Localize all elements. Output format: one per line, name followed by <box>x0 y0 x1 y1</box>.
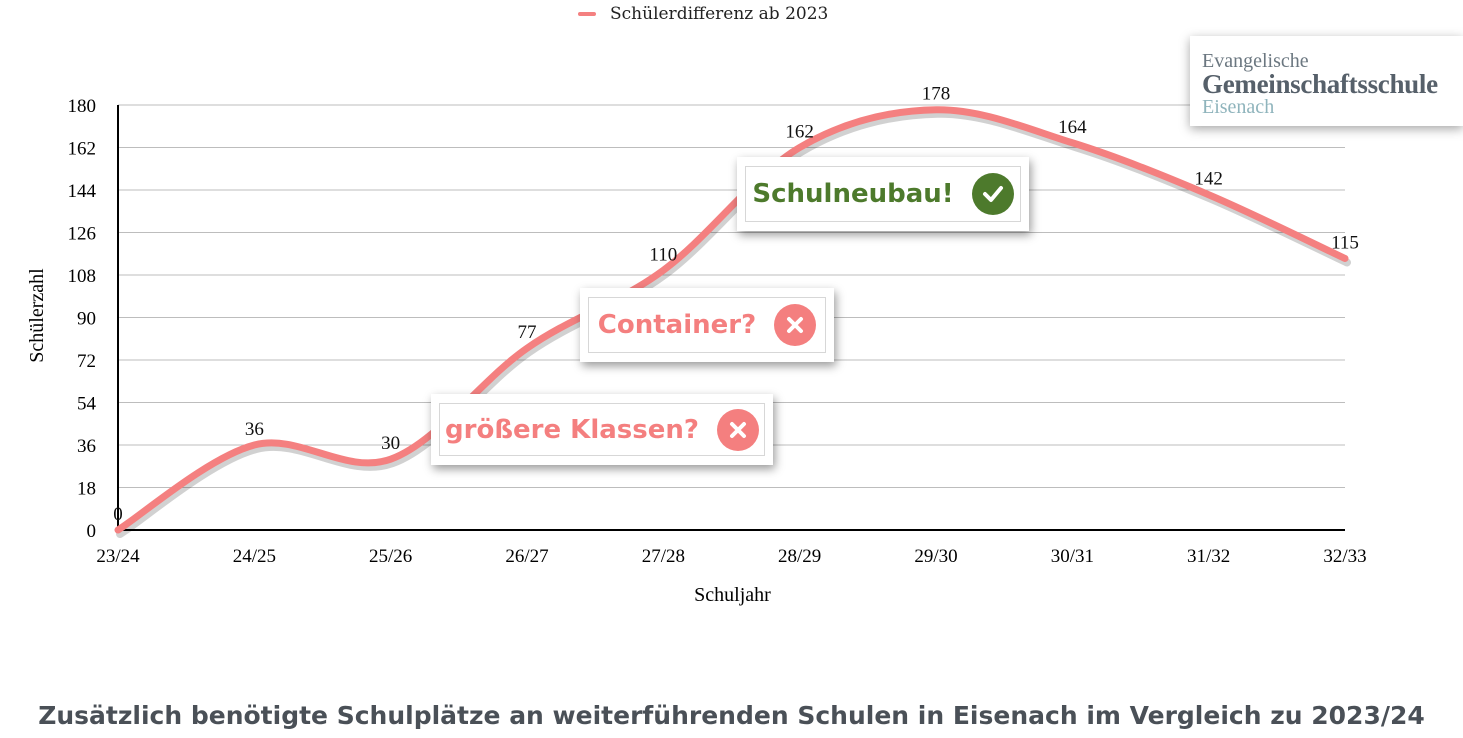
logo-line-2: Gemeinschaftsschule <box>1202 69 1438 99</box>
y-tick-label: 0 <box>87 521 97 542</box>
y-tick-label: 72 <box>77 351 96 372</box>
x-tick-label: 24/25 <box>233 546 276 567</box>
y-tick-label: 54 <box>77 394 97 415</box>
chart-caption: Zusätzlich benötigte Schulplätze an weit… <box>38 701 1425 730</box>
x-tick-label: 25/26 <box>369 546 412 567</box>
x-tick-label: 30/31 <box>1051 546 1094 567</box>
data-label: 30 <box>381 433 400 454</box>
data-label: 77 <box>518 322 537 343</box>
data-label: 142 <box>1194 169 1223 190</box>
callout-container: Container? <box>580 288 834 362</box>
x-tick-label: 26/27 <box>505 546 548 567</box>
data-label: 36 <box>245 419 264 440</box>
x-tick-label: 31/32 <box>1187 546 1230 567</box>
x-tick-label: 28/29 <box>778 546 821 567</box>
y-tick-label: 18 <box>77 479 96 500</box>
x-axis-tick-labels: 23/24 24/25 25/26 26/27 27/28 28/29 29/30 30/31… <box>96 546 1366 567</box>
y-tick-label: 108 <box>68 266 97 287</box>
logo-line-3: Eisenach <box>1202 96 1275 118</box>
y-axis-tick-labels: 0 18 36 54 72 90 108 126 144 162 180 <box>68 96 97 542</box>
y-tick-label: 126 <box>68 224 97 245</box>
legend-swatch <box>578 12 596 16</box>
x-tick-label: 32/33 <box>1323 546 1366 567</box>
data-label: 178 <box>922 84 951 105</box>
x-axis-label: Schuljahr <box>694 584 771 606</box>
check-circle-icon <box>971 173 1014 215</box>
data-label: 162 <box>785 122 814 143</box>
y-tick-label: 90 <box>77 309 96 330</box>
logo-line-1: Evangelische <box>1202 50 1309 72</box>
y-tick-label: 180 <box>68 96 97 117</box>
series-line <box>114 106 1349 534</box>
y-tick-label: 162 <box>68 139 97 160</box>
callout-text: Schulneubau! <box>752 179 954 209</box>
x-tick-label: 27/28 <box>642 546 685 567</box>
callout-bigger-classes: größere Klassen? <box>431 394 773 465</box>
y-tick-label: 144 <box>68 181 97 202</box>
y-axis-label: Schülerzahl <box>26 268 48 363</box>
callout-text: Container? <box>597 310 757 340</box>
legend-label: Schülerdifferenz ab 2023 <box>610 4 829 24</box>
school-logo: Evangelische Gemeinschaftsschule Eisenac… <box>1190 36 1463 126</box>
data-label: 0 <box>113 504 123 525</box>
callout-new-school-building: Schulneubau! <box>737 157 1029 231</box>
x-circle-icon <box>716 408 759 451</box>
series-group <box>114 106 1351 538</box>
callout-text: größere Klassen? <box>445 414 699 445</box>
data-label: 164 <box>1058 117 1087 138</box>
data-labels: 0 36 30 77 110 162 178 164 142 115 <box>113 84 1359 525</box>
x-tick-label: 29/30 <box>914 546 957 567</box>
legend: Schülerdifferenz ab 2023 <box>578 4 828 24</box>
y-tick-label: 36 <box>77 436 96 457</box>
x-tick-label: 23/24 <box>96 546 140 567</box>
data-label: 115 <box>1331 232 1359 253</box>
data-label: 110 <box>649 244 677 265</box>
x-circle-icon <box>774 304 817 346</box>
